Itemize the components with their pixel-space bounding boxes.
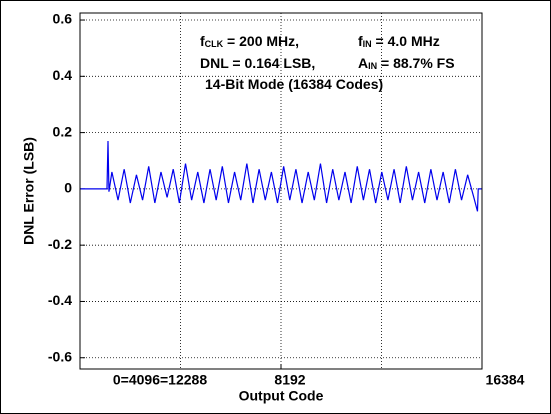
annotation-base: A — [358, 55, 368, 71]
y-tick-label: -0.4 — [48, 292, 72, 308]
annotation-base: f — [200, 33, 205, 49]
y-tick-label: 0.6 — [53, 11, 73, 27]
annotation-text: DNL = 0.164 LSB, — [200, 55, 315, 71]
annotation-text: = 4.0 MHz — [372, 33, 440, 49]
annotation-text: = 200 MHz, — [223, 33, 299, 49]
plot-border — [79, 12, 483, 370]
annotation-text: = 88.7% FS — [377, 55, 454, 71]
y-tick-label: -0.2 — [48, 236, 72, 252]
annotation: 14-Bit Mode (16384 Codes) — [205, 76, 383, 92]
annotation-subscript: CLK — [205, 39, 224, 49]
data-line — [80, 141, 482, 212]
annotation: fCLK = 200 MHz, — [200, 33, 299, 50]
y-tick-label: 0.2 — [53, 123, 73, 139]
y-tick-label: 0.4 — [53, 67, 73, 83]
y-axis-title: DNL Error (LSB) — [21, 137, 37, 245]
x-tick-label: 8192 — [274, 372, 305, 388]
annotation-subscript: IN — [368, 61, 377, 71]
annotation: AIN = 88.7% FS — [358, 55, 455, 72]
x-tick-label: 16384 — [486, 372, 525, 388]
x-tick-label: 0=4096=12288 — [113, 372, 207, 388]
annotation-base: f — [358, 33, 363, 49]
y-tick-label: -0.6 — [48, 348, 72, 364]
annotation-subscript: IN — [363, 39, 372, 49]
annotation-text: 14-Bit Mode (16384 Codes) — [205, 76, 383, 92]
y-tick-label: 0 — [64, 180, 72, 196]
annotation: fIN = 4.0 MHz — [358, 33, 440, 50]
annotation: DNL = 0.164 LSB, — [200, 55, 315, 71]
x-axis-title: Output Code — [239, 388, 324, 404]
